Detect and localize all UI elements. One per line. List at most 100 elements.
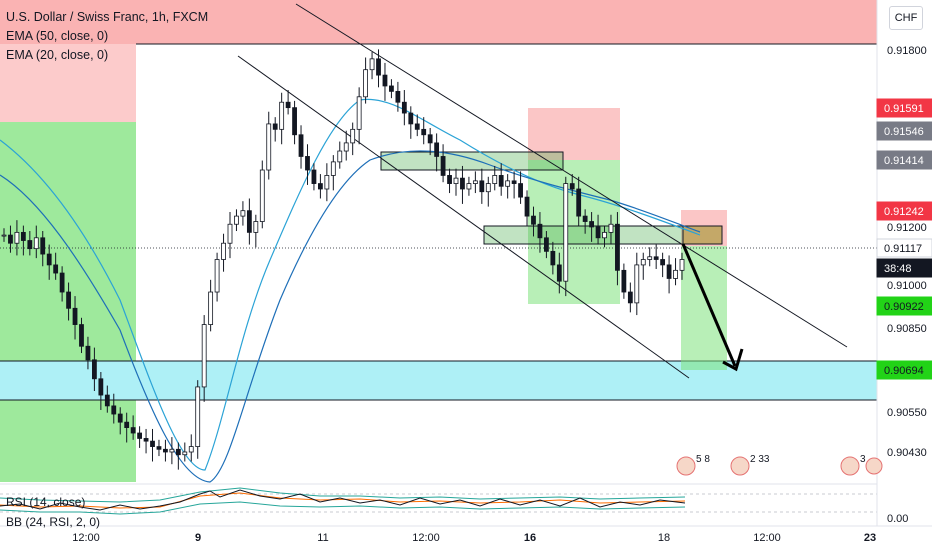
candle-body bbox=[460, 177, 465, 190]
candle-body bbox=[363, 69, 369, 98]
candle-body bbox=[8, 234, 13, 244]
candle-body bbox=[408, 112, 414, 125]
candle-body bbox=[292, 107, 297, 136]
candle-body bbox=[595, 226, 601, 239]
price-tick-label: 0.90550 bbox=[887, 407, 927, 419]
channel-lower-line bbox=[237, 55, 690, 379]
candle-body bbox=[53, 264, 59, 274]
candle-body bbox=[195, 386, 201, 447]
candle-body bbox=[66, 291, 71, 309]
candle-body bbox=[550, 250, 556, 266]
price-tag bbox=[876, 296, 932, 316]
candle-body bbox=[137, 432, 143, 439]
currency-button[interactable]: CHF bbox=[889, 6, 923, 30]
price-tag bbox=[876, 201, 932, 221]
candle-body bbox=[447, 175, 452, 184]
candle-body bbox=[640, 259, 646, 266]
candle-body bbox=[531, 215, 536, 225]
flag-icon bbox=[730, 456, 750, 476]
candle-body bbox=[582, 215, 588, 222]
candle-body bbox=[524, 196, 530, 217]
candle-body bbox=[279, 101, 285, 130]
candle-body bbox=[163, 448, 168, 453]
candle-body bbox=[389, 85, 394, 92]
price-tag-label: 0.90694 bbox=[884, 365, 924, 377]
candle-body bbox=[401, 101, 407, 114]
candle-body bbox=[382, 74, 388, 87]
short-target-box-2 bbox=[681, 246, 727, 370]
candle-body bbox=[673, 269, 678, 279]
price-tick-label: 0.91000 bbox=[887, 280, 927, 292]
candle-body bbox=[156, 446, 162, 450]
candle-body bbox=[117, 413, 123, 423]
projection-arrow-head bbox=[722, 348, 744, 372]
time-tick-label: 16 bbox=[524, 532, 536, 544]
candle-body bbox=[79, 324, 84, 347]
ema20-legend[interactable]: EMA (20, close, 0) bbox=[6, 48, 109, 62]
candle-body bbox=[615, 223, 620, 271]
candle-body bbox=[259, 169, 265, 222]
candle-body bbox=[111, 405, 117, 415]
flag-icon bbox=[865, 457, 883, 475]
time-axis bbox=[0, 526, 932, 550]
candle-body bbox=[544, 237, 549, 252]
candle-body bbox=[188, 446, 194, 453]
candle-body bbox=[653, 256, 659, 260]
rsi-line bbox=[0, 489, 686, 511]
price-tag bbox=[876, 121, 932, 141]
candle-body bbox=[621, 269, 627, 293]
candle-body bbox=[27, 240, 33, 250]
candle-body bbox=[356, 96, 362, 130]
stop-zone-top bbox=[0, 0, 877, 44]
event-count-label: 3 bbox=[860, 454, 866, 465]
oscillator-legend: RSI (14, close) BB (24, RSI, 2, 0) bbox=[6, 492, 100, 532]
candle-body bbox=[376, 58, 381, 76]
candle-body bbox=[234, 215, 239, 225]
price-tag-label: 38:48 bbox=[884, 263, 912, 275]
candle-body bbox=[98, 378, 104, 396]
rsi-legend[interactable]: RSI (14, close) bbox=[6, 495, 86, 509]
candle-body bbox=[85, 345, 91, 361]
candle-body bbox=[576, 188, 582, 217]
event-badge bbox=[730, 456, 750, 476]
stop-zone-left bbox=[0, 44, 136, 122]
event-badge bbox=[840, 456, 860, 476]
price-tag bbox=[876, 150, 932, 170]
candle-body bbox=[305, 156, 310, 171]
candle-body bbox=[14, 231, 20, 244]
price-tag-label: 0.91117 bbox=[884, 243, 922, 255]
candle-body bbox=[505, 180, 511, 187]
time-tick-label: 11 bbox=[317, 532, 328, 544]
time-tick-label: 23 bbox=[864, 532, 876, 544]
candle-body bbox=[1, 234, 7, 237]
time-tick-label: 12:00 bbox=[72, 532, 100, 544]
candle-body bbox=[569, 183, 575, 190]
candle-body bbox=[311, 169, 317, 184]
price-tag bbox=[876, 258, 932, 278]
candle-body bbox=[324, 175, 330, 190]
candle-body bbox=[130, 427, 136, 434]
price-tag bbox=[876, 238, 932, 258]
price-tick-label: 0.00 bbox=[887, 513, 908, 525]
candle-body bbox=[33, 237, 39, 250]
ema50-legend[interactable]: EMA (50, close, 0) bbox=[6, 29, 109, 43]
candle-body bbox=[453, 177, 459, 184]
time-tick-label: 12:00 bbox=[412, 532, 440, 544]
short-stop-box-1 bbox=[528, 108, 620, 160]
time-tick-label: 12:00 bbox=[753, 532, 781, 544]
candle-body bbox=[679, 259, 685, 271]
bb-legend[interactable]: BB (24, RSI, 2, 0) bbox=[6, 515, 101, 529]
candle-body bbox=[221, 242, 226, 260]
bb-upper-line bbox=[0, 487, 686, 503]
candle-body bbox=[434, 142, 440, 157]
symbol-title[interactable]: U.S. Dollar / Swiss Franc, 1h, FXCM bbox=[6, 10, 209, 24]
candle-body bbox=[143, 438, 149, 442]
price-tick-label: 0.91800 bbox=[887, 45, 927, 57]
candle-body bbox=[660, 259, 666, 266]
candle-body bbox=[556, 264, 562, 282]
flag-icon bbox=[676, 456, 696, 476]
candle-body bbox=[175, 448, 181, 456]
candle-body bbox=[440, 156, 446, 176]
